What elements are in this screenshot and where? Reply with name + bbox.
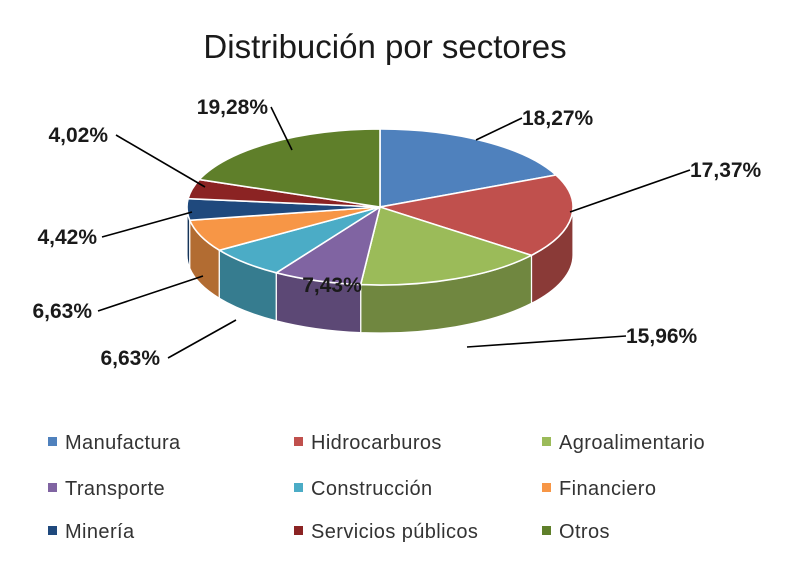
pie-slices	[186, 128, 574, 286]
leader-line-agroalimentario	[466, 335, 627, 348]
data-label-hidrocarburos: 17,37%	[690, 159, 762, 182]
slice-agroalimentario	[359, 205, 534, 286]
legend-swatch-construccion	[294, 483, 303, 492]
legend-label-transporte: Transporte	[65, 478, 165, 500]
data-label-mineria: 4,42%	[37, 226, 97, 249]
data-label-manufactura: 18,27%	[522, 107, 594, 130]
leader-line-otros	[270, 106, 293, 151]
leader-line-financiero	[97, 275, 204, 312]
leader-line-mineria	[101, 211, 193, 238]
legend-swatch-hidrocarburos	[294, 437, 303, 446]
legend-swatch-otros	[542, 526, 551, 535]
data-label-otros: 19,28%	[197, 96, 269, 119]
leader-line-hidrocarburos	[569, 169, 691, 213]
legend: Manufactura Hidrocarburos Agroalimentario T…	[48, 432, 705, 543]
data-label-agroalimentario: 15,96%	[626, 325, 698, 348]
data-label-transporte: 7,43%	[302, 274, 362, 297]
data-label-servicios-publicos: 4,02%	[48, 124, 108, 147]
legend-swatch-manufactura	[48, 437, 57, 446]
legend-label-manufactura: Manufactura	[65, 432, 181, 454]
legend-swatch-agroalimentario	[542, 437, 551, 446]
legend-label-construccion: Construcción	[311, 478, 433, 500]
slice-manufactura	[379, 128, 558, 208]
slice-hidrocarburos	[379, 174, 574, 257]
legend-swatch-financiero	[542, 483, 551, 492]
data-label-construccion: 6,63%	[100, 347, 160, 370]
legend-label-agroalimentario: Agroalimentario	[559, 432, 705, 454]
legend-label-hidrocarburos: Hidrocarburos	[311, 432, 442, 454]
legend-swatch-mineria	[48, 526, 57, 535]
leader-line-construccion	[167, 319, 237, 359]
legend-label-otros: Otros	[559, 521, 610, 543]
legend-label-financiero: Financiero	[559, 478, 656, 500]
slice-otros	[197, 128, 381, 208]
legend-swatch-transporte	[48, 483, 57, 492]
leader-line-servicios-publicos	[115, 134, 206, 188]
data-label-financiero: 6,63%	[32, 300, 92, 323]
chart-title: Distribución por sectores	[203, 28, 566, 65]
legend-swatch-servicios-publicos	[294, 526, 303, 535]
legend-label-mineria: Minería	[65, 521, 135, 543]
leader-line-manufactura	[475, 117, 523, 141]
data-labels: 18,27% 17,37% 15,96% 7,43% 6,63% 6,63% 4,42% 4,…	[32, 96, 761, 370]
legend-label-servicios-publicos: Servicios públicos	[311, 521, 478, 543]
